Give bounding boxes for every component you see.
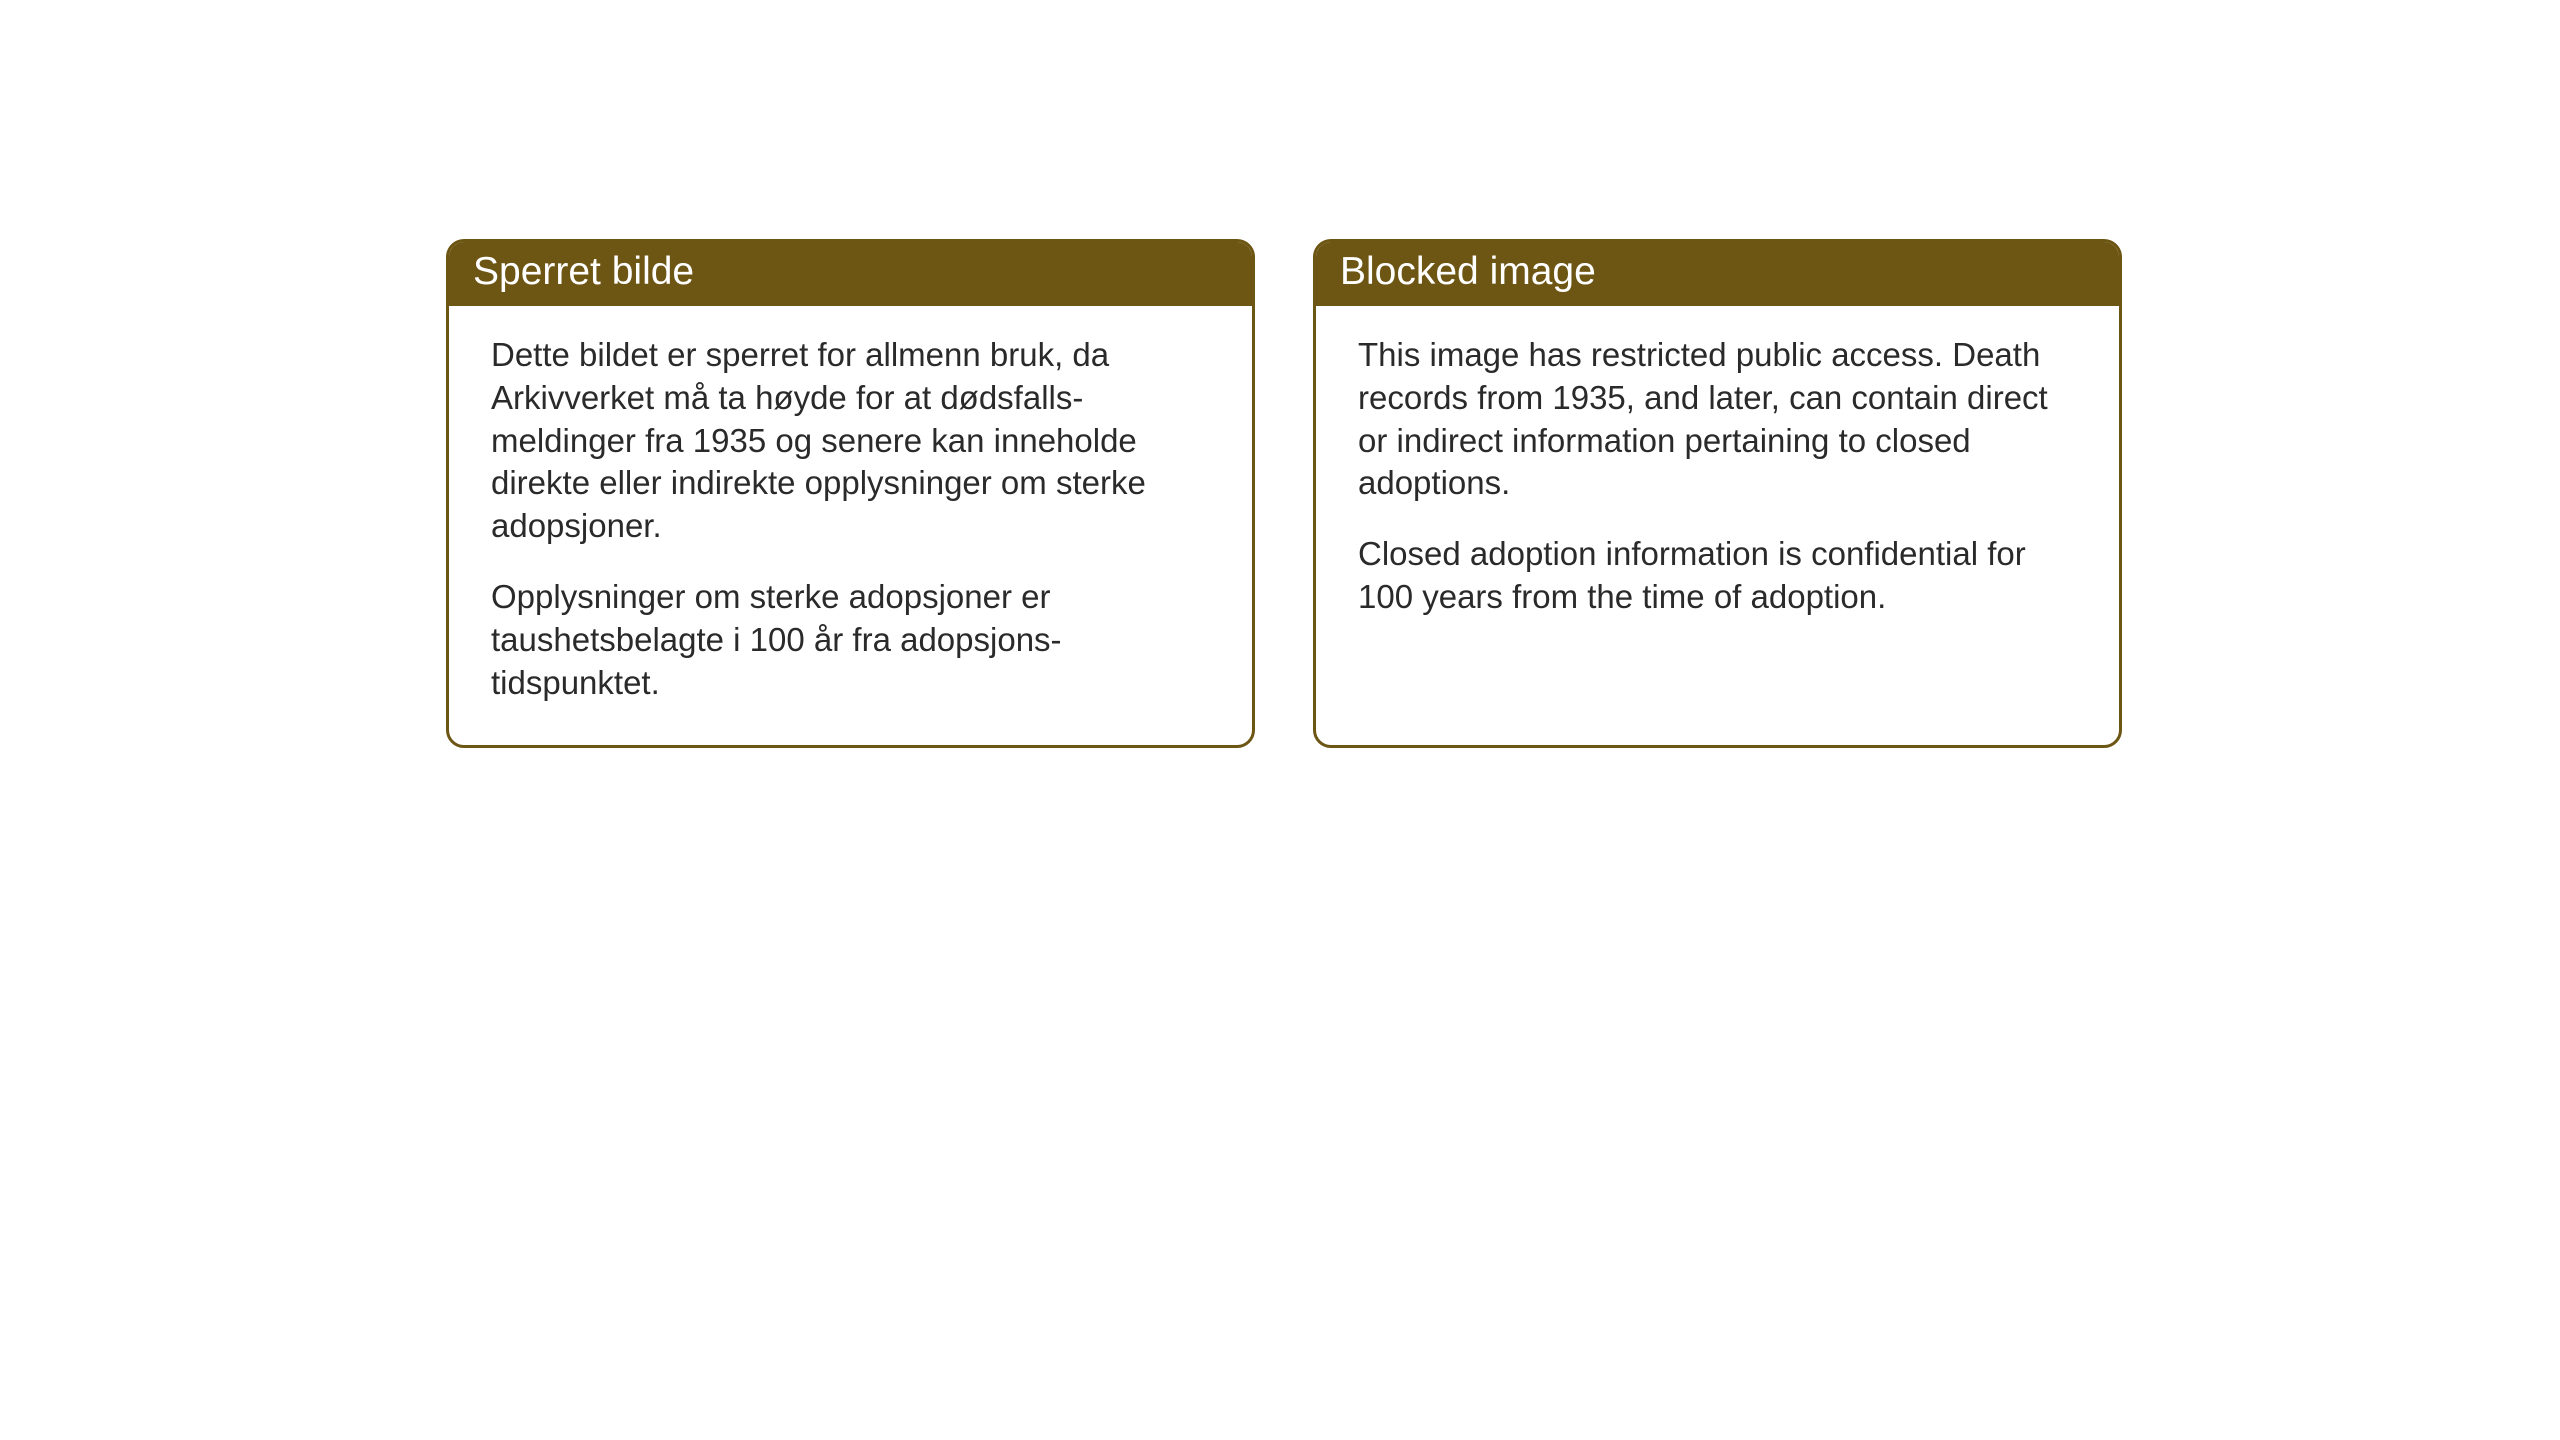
card-paragraph-1-norwegian: Dette bildet er sperret for allmenn bruk… — [491, 334, 1210, 548]
card-body-norwegian: Dette bildet er sperret for allmenn bruk… — [449, 306, 1252, 745]
card-header-english: Blocked image — [1316, 242, 2119, 306]
card-title-english: Blocked image — [1340, 250, 1596, 293]
card-norwegian: Sperret bilde Dette bildet er sperret fo… — [446, 239, 1255, 748]
card-english: Blocked image This image has restricted … — [1313, 239, 2122, 748]
card-paragraph-2-english: Closed adoption information is confident… — [1358, 533, 2077, 619]
card-title-norwegian: Sperret bilde — [473, 250, 694, 293]
card-body-english: This image has restricted public access.… — [1316, 306, 2119, 659]
card-header-norwegian: Sperret bilde — [449, 242, 1252, 306]
card-paragraph-2-norwegian: Opplysninger om sterke adopsjoner er tau… — [491, 576, 1210, 705]
card-paragraph-1-english: This image has restricted public access.… — [1358, 334, 2077, 506]
cards-container: Sperret bilde Dette bildet er sperret fo… — [446, 239, 2122, 748]
